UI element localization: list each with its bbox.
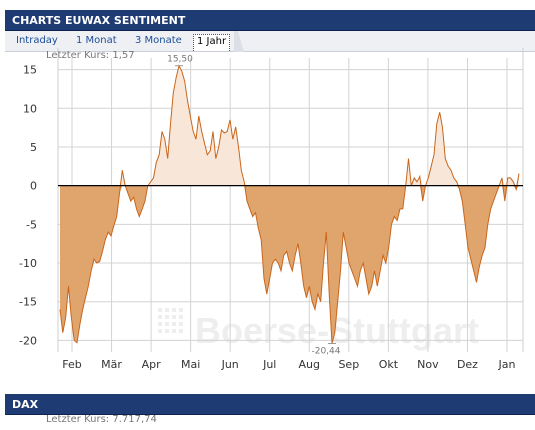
x-tick-label: Jul (262, 358, 276, 371)
y-tick-label: 0 (30, 180, 37, 193)
positive-area (60, 65, 519, 186)
watermark-logo-dot (165, 322, 169, 326)
watermark-logo-dot (158, 322, 162, 326)
watermark-logo-dot (165, 329, 169, 333)
dax-panel-header: DAX (5, 394, 535, 415)
x-tick-label: Aug (299, 358, 320, 371)
tab-1-monat[interactable]: 1 Monat (76, 35, 117, 46)
x-tick-label: Mär (101, 358, 122, 371)
watermark-logo-dot (179, 329, 183, 333)
watermark-logo-dot (172, 329, 176, 333)
y-tick-label: 5 (30, 141, 37, 154)
watermark-logo-dot (165, 308, 169, 312)
dax-last-price-label: Letzter Kurs: 7.717,74 (46, 414, 157, 425)
last-price-label: Letzter Kurs: 1,57 (46, 50, 135, 61)
sentiment-chart: Boerse-Stuttgart 15 10 5 0 -5 -10 -15 -20 Feb Mär A… (19, 48, 524, 371)
y-tick-label: 10 (23, 102, 37, 115)
watermark-logo-dot (158, 315, 162, 319)
y-tick-label: -5 (26, 218, 37, 231)
x-tick-label: Jun (221, 358, 239, 371)
x-tick-label: Feb (62, 358, 81, 371)
sentiment-line (59, 64, 520, 344)
tab-edge (234, 31, 244, 52)
watermark-logo-dot (179, 315, 183, 319)
max-label: 15,50 (167, 55, 193, 65)
watermark-logo-dot (179, 308, 183, 312)
timeframe-tabbar: Intraday 1 Monat 3 Monate 1 Jahr (5, 31, 535, 52)
negative-area (60, 185, 519, 344)
watermark-logo-dot (158, 329, 162, 333)
watermark-logo-dot (172, 315, 176, 319)
widget: CHARTS EUWAX SENTIMENT Intraday 1 Monat … (5, 0, 535, 430)
x-tick-label: Dez (457, 358, 478, 371)
x-tick-label: Sep (338, 358, 359, 371)
watermark-logo-dot (158, 308, 162, 312)
x-tick-label: Okt (379, 358, 399, 371)
x-tick-label: Jan (498, 358, 516, 371)
x-tick-label: Apr (142, 358, 162, 371)
x-tick-label: Nov (417, 358, 439, 371)
watermark-logo-dot (179, 322, 183, 326)
watermark-logo-dot (172, 322, 176, 326)
x-tick-label: Mai (181, 358, 200, 371)
watermark-text: Boerse-Stuttgart (195, 310, 479, 351)
watermark-logo-dot (172, 308, 176, 312)
y-tick-label: -20 (19, 334, 37, 347)
y-tick-label: -15 (19, 296, 37, 309)
tab-1-jahr[interactable]: 1 Jahr (193, 34, 231, 51)
min-label: -20,44 (311, 346, 340, 356)
y-tick-label: 15 (23, 64, 37, 77)
tab-intraday[interactable]: Intraday (16, 35, 58, 46)
tab-3-monate[interactable]: 3 Monate (135, 35, 182, 46)
chart-panel-header: CHARTS EUWAX SENTIMENT (5, 10, 535, 31)
y-tick-label: -10 (19, 257, 37, 270)
watermark-logo-dot (165, 315, 169, 319)
